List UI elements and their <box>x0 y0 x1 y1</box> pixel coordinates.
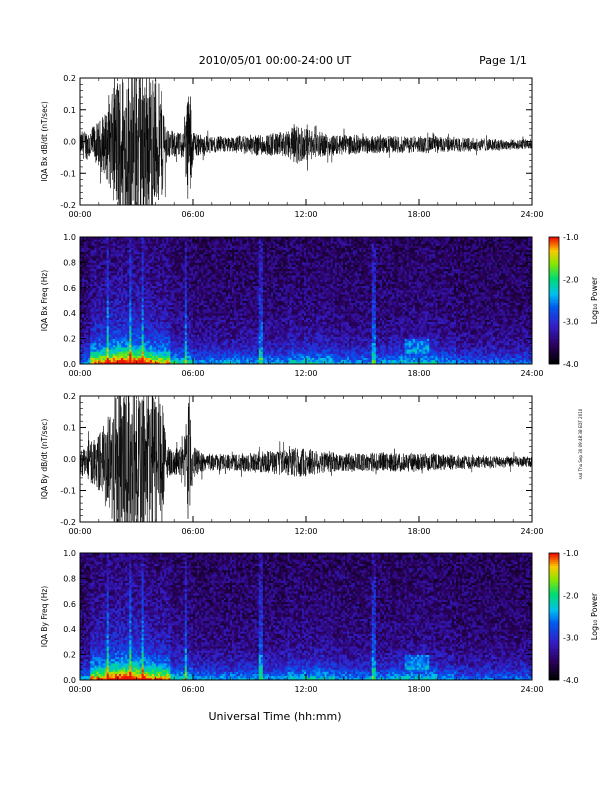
y-tick-label: -0.2 <box>60 518 76 527</box>
y-tick-label: 1.0 <box>63 233 76 242</box>
y-tick-label: -0.1 <box>60 169 76 178</box>
time-series-line <box>80 396 532 522</box>
y-tick-label: 0.0 <box>63 360 76 369</box>
x-tick-label: 24:00 <box>520 685 543 694</box>
x-tick-label: 24:00 <box>520 369 543 378</box>
panel-by-time-series: -0.2 -0.1 0.0 0.1 0.2 IQA By dB/dt (nT/sec) 00… <box>40 392 544 536</box>
colorbar: -1.0 -2.0 -3.0 -4.0 Log₁₀ Power <box>548 233 599 369</box>
colorbar-tick-label: -3.0 <box>563 318 579 327</box>
x-tick-label: 06:00 <box>181 685 204 694</box>
colorbar-tick-label: -2.0 <box>563 591 579 600</box>
x-tick-label: 24:00 <box>520 527 543 536</box>
y-tick-label: 1.0 <box>63 549 76 558</box>
colorbar: -1.0 -2.0 -3.0 -4.0 Log₁₀ Power <box>548 549 599 685</box>
y-axis-label: IQA Bx dB/dt (nT/sec) <box>40 101 49 182</box>
x-tick-label: 06:00 <box>181 527 204 536</box>
y-tick-label: 0.8 <box>63 574 76 583</box>
time-series-line <box>80 78 532 205</box>
colorbar-frame <box>548 236 560 365</box>
y-tick-label: 0.2 <box>63 651 76 660</box>
colorbar-tick-label: -2.0 <box>563 275 579 284</box>
x-tick-label: 00:00 <box>68 210 91 219</box>
y-tick-label: 0.2 <box>63 335 76 344</box>
y-tick-label: 0.6 <box>63 600 76 609</box>
y-tick-label: 0.6 <box>63 284 76 293</box>
x-tick-label: 06:00 <box>181 369 204 378</box>
page-indicator: Page 1/1 <box>479 54 527 67</box>
y-tick-label: -0.2 <box>60 201 76 210</box>
x-tick-label: 24:00 <box>520 210 543 219</box>
colorbar-tick-label: -3.0 <box>563 634 579 643</box>
x-tick-label: 18:00 <box>407 685 430 694</box>
x-tick-label: 18:00 <box>407 369 430 378</box>
x-tick-label: 18:00 <box>407 527 430 536</box>
side-stamp: ssd Thu Sep 30 09:48:38 EDT 2010 <box>578 408 583 479</box>
x-tick-label: 12:00 <box>294 685 317 694</box>
x-tick-label: 18:00 <box>407 210 430 219</box>
x-tick-label: 12:00 <box>294 527 317 536</box>
colorbar-tick-label: -1.0 <box>563 233 579 242</box>
panel-by-spectrogram: -1.0 -2.0 -3.0 -4.0 Log₁₀ Power 0.0 0.2 0.4 0.6 0… <box>40 549 599 694</box>
panel-bx-spectrogram: -1.0 -2.0 -3.0 -4.0 Log₁₀ Power 0.0 0.2 0.4 0.6 0… <box>40 233 599 378</box>
y-tick-label: 0.1 <box>63 424 76 433</box>
colorbar-tick-label: -4.0 <box>563 360 579 369</box>
panel-bx-time-series: -0.2 -0.1 0.0 0.1 0.2 IQA Bx dB/dt (nT/sec) 00… <box>40 74 544 219</box>
y-tick-label: 0.8 <box>63 258 76 267</box>
x-tick-label: 12:00 <box>294 210 317 219</box>
y-axis-label: IQA By dB/dt (nT/sec) <box>40 419 49 500</box>
spectrogram-cells <box>80 237 533 365</box>
colorbar-tick-label: -1.0 <box>563 549 579 558</box>
y-tick-label: -0.1 <box>60 487 76 496</box>
y-axis-label: IQA Bx Freq (Hz) <box>40 270 49 332</box>
y-tick-label: 0.4 <box>63 625 76 634</box>
colorbar-frame <box>548 552 560 681</box>
x-tick-label: 00:00 <box>68 369 91 378</box>
chart-title: 2010/05/01 00:00-24:00 UT <box>199 54 352 67</box>
x-tick-label: 06:00 <box>181 210 204 219</box>
x-tick-label: 00:00 <box>68 685 91 694</box>
y-axis-label: IQA By Freq (Hz) <box>40 586 49 648</box>
x-axis-title: Universal Time (hh:mm) <box>209 710 342 723</box>
colorbar-label: Log₁₀ Power <box>590 276 599 324</box>
y-tick-label: 0.0 <box>63 138 76 147</box>
y-tick-label: 0.2 <box>63 392 76 401</box>
y-tick-label: 0.1 <box>63 106 76 115</box>
colorbar-tick-label: -4.0 <box>563 676 579 685</box>
spectrogram-cells <box>80 553 533 681</box>
y-tick-label: 0.4 <box>63 309 76 318</box>
x-tick-label: 00:00 <box>68 527 91 536</box>
x-tick-label: 12:00 <box>294 369 317 378</box>
colorbar-label: Log₁₀ Power <box>590 592 599 640</box>
y-tick-label: 0.0 <box>63 676 76 685</box>
y-tick-label: 0.2 <box>63 74 76 83</box>
y-tick-label: 0.0 <box>63 455 76 464</box>
